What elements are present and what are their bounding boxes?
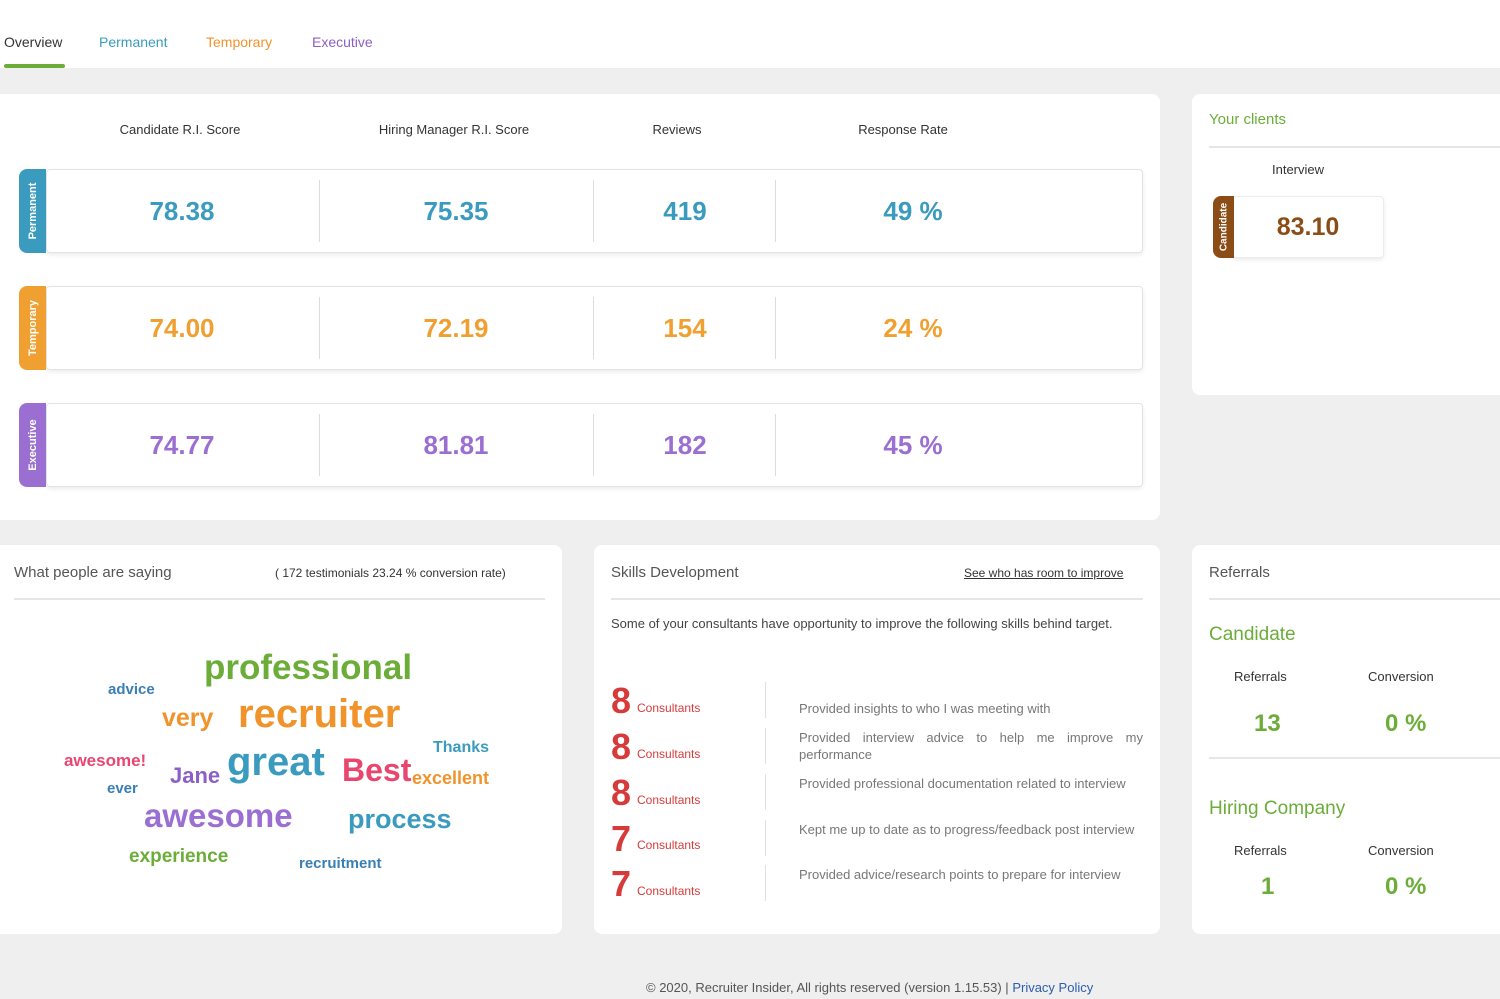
footer-copyright: © 2020, Recruiter Insider, All rights re…: [646, 980, 1009, 995]
skill-unit: Consultants: [637, 701, 701, 715]
skill-text: Provided interview advice to help me imp…: [799, 730, 1143, 762]
skill-unit: Consultants: [637, 747, 701, 761]
header-reviews: Reviews: [652, 122, 702, 137]
skill-text: Provided professional documentation rela…: [799, 776, 1126, 791]
candidate-score-value: 74.77: [149, 430, 215, 460]
skills-card: [594, 545, 1160, 934]
word-cloud-word: great: [227, 740, 325, 784]
conversion-label: Conversion: [1368, 669, 1434, 684]
see-who-link[interactable]: See who has room to improve: [964, 566, 1124, 580]
skill-unit: Consultants: [637, 838, 701, 852]
skills-title: Skills Development: [611, 564, 739, 581]
tab-permanent[interactable]: Permanent: [99, 34, 168, 50]
clients-score-box[interactable]: [1232, 196, 1384, 258]
word-cloud-word: awesome: [144, 797, 293, 834]
score-row-permanent[interactable]: [46, 169, 1143, 253]
footer: © 2020, Recruiter Insider, All rights re…: [646, 980, 1093, 995]
skill-count: 7: [611, 863, 632, 904]
score-row-temporary[interactable]: [46, 286, 1143, 370]
referrals-label: Referrals: [1234, 843, 1287, 858]
skills-intro: Some of your consultants have opportunit…: [611, 616, 1113, 631]
hiring-manager-score-value: 72.19: [423, 313, 489, 343]
skill-count: 7: [611, 818, 632, 859]
referrals-card: [1192, 545, 1500, 934]
skill-unit: Consultants: [637, 884, 701, 898]
word-cloud-word: professional: [204, 648, 413, 687]
conversion-label: Conversion: [1368, 843, 1434, 858]
tab-executive[interactable]: Executive: [312, 34, 373, 50]
hiring-referrals-value: 1: [1261, 873, 1275, 900]
word-cloud-word: recruiter: [238, 692, 401, 736]
testimonials-summary: ( 172 testimonials 23.24 % conversion ra…: [275, 566, 506, 580]
referrals-hiring-company-heading: Hiring Company: [1209, 798, 1346, 819]
testimonials-title: What people are saying: [14, 564, 172, 581]
response-rate-value: 24 %: [883, 313, 943, 343]
word-cloud-word: Best: [342, 752, 412, 788]
skill-unit: Consultants: [637, 793, 701, 807]
word-cloud-word: Jane: [170, 763, 221, 788]
word-cloud-word: very: [162, 704, 214, 732]
referrals-candidate-heading: Candidate: [1209, 624, 1296, 645]
skill-text: Kept me up to date as to progress/feedba…: [799, 822, 1135, 837]
row-tab-temporary: Temporary: [19, 286, 46, 370]
word-cloud-word: process: [348, 804, 452, 834]
word-cloud-word: advice: [108, 681, 155, 698]
skill-text: Provided insights to who I was meeting w…: [799, 701, 1051, 716]
referrals-label: Referrals: [1234, 669, 1287, 684]
testimonials-card: [0, 545, 562, 934]
word-cloud-word: experience: [129, 846, 229, 867]
tab-overview[interactable]: Overview: [4, 34, 63, 50]
word-cloud-word: excellent: [412, 768, 490, 788]
reviews-value: 154: [663, 313, 707, 343]
reviews-value: 182: [663, 430, 707, 460]
word-cloud-word: ever: [107, 780, 138, 797]
word-cloud-word: Thanks: [433, 739, 490, 756]
skill-count: 8: [611, 772, 632, 813]
header-hiring-manager-score: Hiring Manager R.I. Score: [378, 122, 530, 137]
word-cloud-word: recruitment: [299, 855, 382, 872]
reviews-value: 419: [663, 196, 707, 226]
clients-interview-header: Interview: [1271, 162, 1325, 177]
privacy-policy-link[interactable]: Privacy Policy: [1012, 980, 1094, 995]
header-response-rate: Response Rate: [858, 122, 948, 137]
score-row-executive[interactable]: [46, 403, 1143, 487]
tab-temporary[interactable]: Temporary: [206, 34, 273, 50]
candidate-score-value: 74.00: [149, 313, 215, 343]
row-tab-candidate: Candidate: [1213, 196, 1234, 258]
response-rate-value: 49 %: [883, 196, 943, 226]
clients-candidate-score: 83.10: [1276, 213, 1340, 241]
skill-text: Provided advice/research points to prepa…: [799, 867, 1121, 882]
hiring-manager-score-value: 75.35: [423, 196, 489, 226]
candidate-conversion-value: 0 %: [1385, 710, 1427, 737]
skill-count: 8: [611, 680, 632, 721]
hiring-conversion-value: 0 %: [1385, 873, 1427, 900]
word-cloud-word: awesome!: [64, 751, 147, 770]
active-tab-indicator: [4, 64, 65, 68]
header-candidate-score: Candidate R.I. Score: [119, 122, 241, 137]
referrals-title: Referrals: [1209, 564, 1270, 581]
row-tab-executive: Executive: [19, 403, 46, 487]
candidate-score-value: 78.38: [149, 196, 215, 226]
row-tab-permanent: Permanent: [19, 169, 46, 253]
clients-title: Your clients: [1209, 111, 1286, 128]
candidate-referrals-value: 13: [1254, 710, 1281, 737]
top-nav: Overview Permanent Temporary Executive: [0, 0, 1500, 68]
response-rate-value: 45 %: [883, 430, 943, 460]
skill-count: 8: [611, 726, 632, 767]
hiring-manager-score-value: 81.81: [423, 430, 489, 460]
